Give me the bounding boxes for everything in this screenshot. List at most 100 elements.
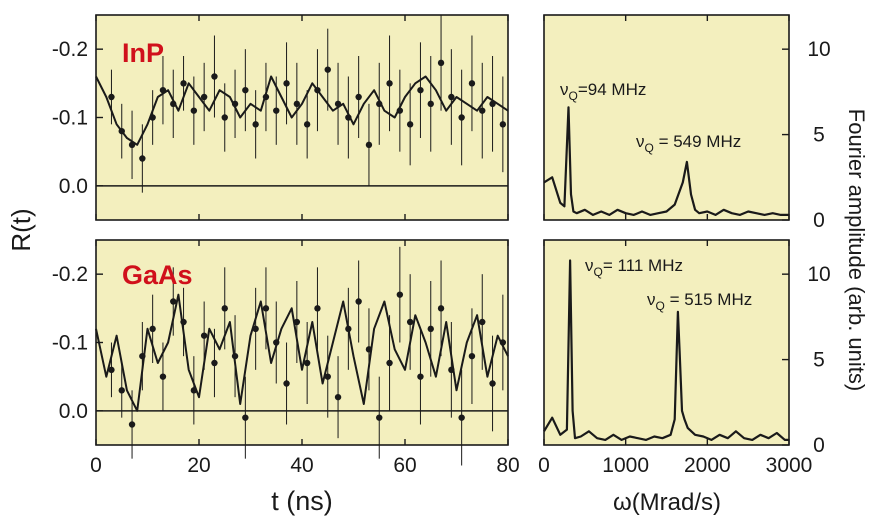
data-point [170, 298, 177, 305]
data-point [283, 80, 290, 87]
nu-symbol: ν [636, 132, 645, 151]
y-tick-label: 0.0 [59, 175, 88, 198]
nu-symbol: ν [585, 256, 594, 275]
data-point [396, 291, 404, 298]
data-point [376, 414, 383, 421]
data-point [499, 339, 507, 346]
x-tick-label: 40 [290, 454, 313, 477]
data-point [334, 100, 342, 108]
data-point [386, 80, 393, 87]
data-point [386, 359, 393, 367]
data-point [200, 93, 208, 101]
data-point [149, 325, 156, 333]
nu-subscript: Q [645, 141, 654, 155]
y-tick-label: -0.1 [52, 107, 88, 130]
x-axis-title-omega: ω(Mrad/s) [613, 489, 721, 516]
nu-symbol: ν [560, 80, 569, 99]
inp-time-series: -0.2 -0.1 0.0 [52, 15, 509, 220]
data-point [355, 298, 362, 305]
data-point [262, 93, 270, 101]
data-point [190, 387, 198, 394]
data-point [231, 100, 239, 108]
annotation-gaas-high: νQ = 515 MHz [647, 290, 752, 313]
data-point [118, 127, 125, 135]
inp-fourier-panel [543, 14, 790, 221]
data-point [190, 107, 198, 114]
data-point [200, 332, 208, 339]
data-point [303, 121, 311, 128]
data-point [458, 414, 465, 421]
data-point [293, 318, 301, 326]
data-point [417, 373, 424, 380]
data-point [489, 380, 496, 387]
data-point [448, 93, 455, 101]
x-tick-label: 60 [393, 454, 416, 477]
data-point [159, 373, 167, 380]
data-point [108, 93, 115, 101]
data-point [221, 305, 228, 312]
x-tick-label: 0 [90, 454, 102, 477]
data-point [314, 305, 321, 312]
data-point [118, 387, 125, 394]
nu-subscript: Q [569, 89, 578, 103]
x-tick-label: 80 [496, 454, 519, 477]
y-tick-label: -0.1 [52, 332, 88, 355]
data-point [479, 318, 486, 326]
x-tick-label: 20 [187, 454, 210, 477]
data-point [437, 59, 445, 67]
annotation-inp-high: νQ = 549 MHz [636, 132, 741, 155]
sample-label-inp: InP [122, 38, 164, 68]
fit-curve [95, 293, 509, 412]
data-point [365, 141, 373, 149]
y-tick-label: -0.2 [52, 263, 88, 286]
y-tick-label: 5 [813, 349, 825, 372]
x-tick-label: 2000 [684, 454, 731, 477]
data-point [314, 86, 321, 94]
data-point [406, 318, 414, 326]
data-point [242, 414, 249, 421]
data-point [499, 121, 507, 128]
gaas-fourier-panel [543, 239, 790, 446]
y-tick-label: 0.0 [59, 400, 88, 423]
data-point [427, 100, 434, 108]
data-point [139, 352, 146, 360]
data-point [448, 366, 455, 374]
data-point [262, 305, 270, 312]
data-point [345, 325, 352, 333]
gaas-fourier-series: 0 5 10 0 1000 2000 3000 [538, 240, 831, 477]
y-tick-label: 0 [813, 434, 825, 457]
data-point [345, 114, 352, 121]
data-point [468, 352, 476, 360]
y-tick-label: -0.2 [52, 38, 88, 61]
spectrum-line [543, 259, 789, 441]
y-tick-label: 10 [807, 38, 830, 61]
annotation-value: =94 MHz [578, 80, 647, 99]
data-point [221, 114, 228, 121]
data-point [128, 141, 136, 149]
annotation-value: = 549 MHz [654, 132, 741, 151]
nu-subscript: Q [594, 265, 603, 279]
data-point [139, 155, 146, 162]
data-point [159, 86, 167, 94]
data-point [417, 86, 424, 94]
data-point [252, 121, 259, 128]
data-point [180, 80, 187, 87]
data-point [231, 352, 239, 360]
data-point [211, 73, 218, 80]
data-point [458, 114, 465, 121]
x-tick-label: 3000 [766, 454, 813, 477]
data-point [293, 100, 301, 108]
sample-label-gaas: GaAs [122, 260, 193, 290]
y-axis-title-right: Fourier amplitude (arb. units) [844, 109, 869, 391]
y-tick-label: 10 [807, 263, 830, 286]
data-point [334, 393, 342, 401]
x-tick-label: 1000 [602, 454, 649, 477]
data-point [283, 380, 290, 387]
data-point [324, 66, 331, 73]
data-point [479, 107, 486, 114]
annotation-value: = 515 MHz [665, 290, 752, 309]
data-point [149, 114, 156, 121]
annotation-gaas-low: νQ= 111 MHz [585, 256, 683, 279]
